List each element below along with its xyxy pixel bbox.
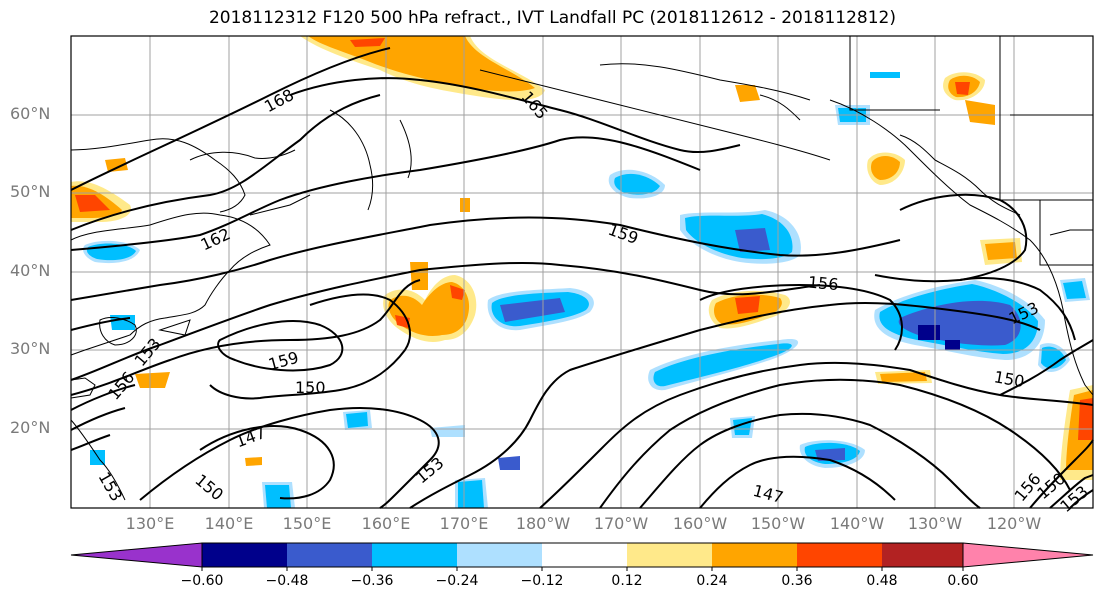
colorbar-tick-label: −0.24 xyxy=(435,573,479,589)
lon-label: 180°W xyxy=(515,514,571,533)
lon-label: 130°E xyxy=(125,514,175,533)
map-title: 2018112312 F120 500 hPa refract., IVT La… xyxy=(208,8,896,28)
shading-layer xyxy=(71,36,1093,508)
colorbar-tick-label: 0.60 xyxy=(947,573,979,589)
colorbar-segment xyxy=(202,543,287,567)
height-contours xyxy=(70,47,1094,509)
lon-label: 170°W xyxy=(593,514,649,533)
colorbar-segment xyxy=(712,543,797,567)
colorbar-segment xyxy=(797,543,882,567)
colorbar-segment xyxy=(962,542,1094,568)
colorbar-tick-label: −0.36 xyxy=(350,573,394,589)
lon-label: 160°W xyxy=(672,514,728,533)
colorbar-tick-label: 0.24 xyxy=(696,573,728,589)
coastlines xyxy=(70,63,1094,501)
lon-label: 140°W xyxy=(829,514,885,533)
colorbar-tick-label: −0.48 xyxy=(265,573,309,589)
colorbar-segment xyxy=(372,543,457,567)
lon-label: 150°W xyxy=(750,514,806,533)
contour-label: 156 xyxy=(807,273,839,295)
lat-label: 40°N xyxy=(10,261,51,280)
colorbar-segment xyxy=(70,542,203,568)
colorbar-tick-label: −0.60 xyxy=(180,573,224,589)
lon-label: 120°W xyxy=(986,514,1042,533)
colorbar-segment xyxy=(457,543,542,567)
colorbar xyxy=(70,542,1094,571)
lat-label: 30°N xyxy=(10,339,51,358)
colorbar-tick-label: 0.36 xyxy=(781,573,813,589)
lat-label: 60°N xyxy=(10,104,51,123)
graticule xyxy=(71,36,1093,508)
colorbar-segment xyxy=(882,543,963,567)
lon-label: 150°E xyxy=(282,514,332,533)
lon-label: 140°E xyxy=(204,514,254,533)
colorbar-segment xyxy=(627,543,712,567)
lat-label: 50°N xyxy=(10,182,51,201)
colorbar-tick-label: 0.12 xyxy=(611,573,643,589)
colorbar-tick-label: −0.12 xyxy=(520,573,564,589)
colorbar-segment xyxy=(287,543,372,567)
lon-label: 160°E xyxy=(361,514,411,533)
colorbar-tick-label: 0.48 xyxy=(866,573,898,589)
colorbar-segment xyxy=(542,543,627,567)
lon-label: 130°W xyxy=(907,514,963,533)
lon-label: 170°E xyxy=(439,514,489,533)
map-frame xyxy=(70,35,1094,509)
lat-label: 20°N xyxy=(10,418,51,437)
contour-label: 150 xyxy=(295,378,326,397)
